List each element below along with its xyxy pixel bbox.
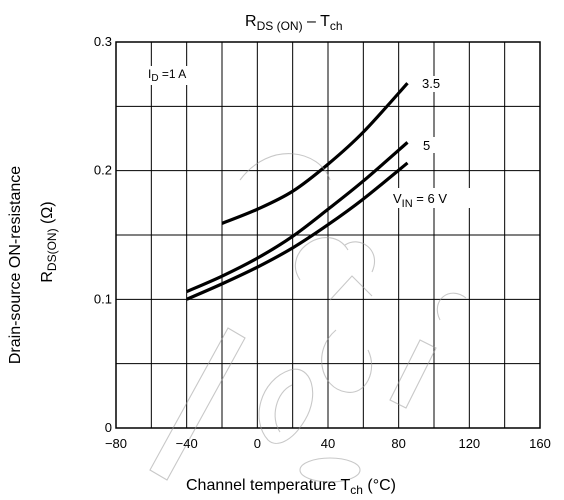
y-tick-label: 0 <box>105 420 112 435</box>
y-axis-title-line1: Drain-source ON-resistance <box>7 166 24 364</box>
x-tick-label: 40 <box>321 436 335 451</box>
x-tick-label: −80 <box>105 436 127 451</box>
series-label-bg-6 <box>391 188 479 208</box>
watermark-graphic <box>149 153 467 483</box>
series-label-6: VIN = 6 V <box>393 191 447 210</box>
series-curve-2 <box>186 161 409 301</box>
series-label-5: 5 <box>423 138 430 153</box>
series-label-bg-3-5 <box>420 76 448 92</box>
series-label-3-5: 3.5 <box>422 76 440 91</box>
y-tick-label: 0.2 <box>94 163 112 178</box>
x-tick-label: −40 <box>176 436 198 451</box>
y-tick-label: 0.3 <box>94 34 112 49</box>
series-labels: 3.5 5 VIN = 6 V <box>391 76 479 210</box>
x-axis-title: Channel temperature Tch (°C) <box>186 477 396 497</box>
condition-label-bg <box>146 66 189 85</box>
x-tick-label: 80 <box>391 436 405 451</box>
series-curve-1 <box>186 141 409 294</box>
plot-frame <box>115 41 541 429</box>
y-tick-labels: 0 0.1 0.2 0.3 <box>94 34 112 435</box>
y-tick-label: 0.1 <box>94 291 112 306</box>
grid-lines <box>116 42 540 428</box>
series-label-bg-5 <box>418 137 438 153</box>
x-tick-label: 120 <box>458 436 480 451</box>
x-tick-labels: −80 −40 0 40 80 120 160 <box>105 436 551 451</box>
series-curve-0 <box>221 82 409 225</box>
chart-title: RDS (ON) – Tch <box>245 13 343 33</box>
series-curves <box>186 82 409 301</box>
x-tick-label: 0 <box>254 436 261 451</box>
condition-label: ID =1 A <box>148 67 186 84</box>
x-tick-label: 160 <box>529 436 551 451</box>
y-axis-title-line2: RDS(ON) (Ω) <box>39 201 59 282</box>
